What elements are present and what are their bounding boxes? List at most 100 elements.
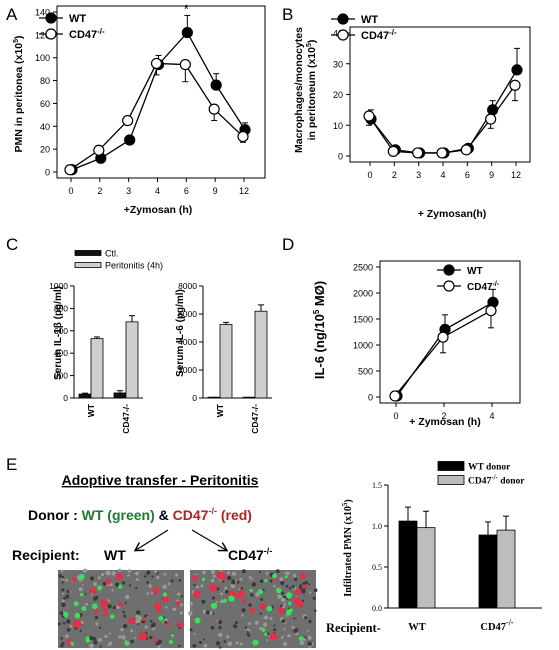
- cell-texture: [248, 603, 252, 607]
- cell-texture: [224, 589, 229, 594]
- cell-texture: [283, 603, 287, 606]
- cell-texture: [282, 595, 286, 599]
- cell-texture: [293, 617, 296, 620]
- legend-label: CD47-/-: [361, 28, 397, 42]
- cell-texture: [89, 643, 94, 648]
- cell-texture: [61, 592, 65, 595]
- data-point: [389, 390, 401, 402]
- cell-texture: [307, 583, 310, 586]
- cell-texture: [144, 575, 147, 578]
- y-tick-label: 1000: [49, 281, 68, 291]
- cell-texture: [65, 634, 69, 639]
- cell-texture: [218, 632, 223, 638]
- cell-texture: [198, 640, 202, 645]
- microscopy-image-cd47-recipient: [188, 569, 318, 649]
- cell-texture: [180, 595, 184, 598]
- donor-wt: WT (green): [82, 507, 155, 523]
- green-cell: [264, 578, 268, 583]
- y-tick-label: 800: [54, 303, 68, 313]
- y-tick-label: 80: [40, 76, 50, 86]
- red-cell: [152, 637, 158, 642]
- cell-texture: [164, 620, 168, 624]
- cell-texture: [307, 641, 313, 647]
- cell-texture: [239, 642, 243, 646]
- red-cell: [154, 602, 162, 610]
- cell-texture: [266, 639, 269, 642]
- cell-texture: [57, 622, 61, 626]
- cell-texture: [301, 588, 306, 594]
- green-cell: [74, 612, 81, 619]
- panel-letter-c: C: [6, 235, 18, 254]
- cell-texture: [161, 621, 164, 624]
- y-tick-label: 400: [54, 348, 68, 358]
- red-cell: [103, 608, 108, 613]
- plot-frame: [379, 260, 521, 404]
- bar: [416, 527, 436, 609]
- y-tick-label: 2000: [178, 365, 197, 375]
- cell-texture: [287, 634, 291, 638]
- y-tick-label: 0.0: [372, 604, 382, 613]
- red-cell: [278, 608, 285, 615]
- green-cell: [298, 636, 304, 641]
- cell-texture: [144, 614, 148, 618]
- cell-texture: [308, 619, 312, 624]
- cell-texture: [246, 633, 250, 637]
- x-tick-label: 3: [416, 170, 421, 180]
- y-tick-label: 40: [40, 122, 50, 132]
- green-cell: [201, 577, 206, 582]
- bar: [125, 321, 139, 399]
- cell-texture: [291, 585, 295, 589]
- cell-texture: [282, 605, 286, 609]
- green-cell: [249, 588, 253, 592]
- microscopy-image-wt-recipient: [57, 568, 184, 648]
- cell-texture: [146, 570, 151, 575]
- cell-texture: [304, 580, 308, 585]
- cell-texture: [226, 635, 230, 639]
- legend-marker: [337, 29, 349, 41]
- cell-texture: [273, 624, 276, 627]
- cell-texture: [280, 581, 285, 586]
- cell-texture: [260, 597, 264, 601]
- cell-texture: [135, 610, 141, 615]
- y-tick-label: 0: [63, 393, 68, 403]
- x-tick-label: 4: [440, 170, 445, 180]
- green-cell: [109, 614, 115, 619]
- cell-texture: [250, 593, 254, 597]
- x-tick-label: 6: [465, 170, 470, 180]
- cell-texture: [118, 568, 122, 572]
- cell-texture: [127, 574, 130, 577]
- data-point: [387, 145, 399, 157]
- cell-texture: [124, 601, 127, 604]
- panel-c-il6-chart: Serum IL-6 (pg/ml) 0 2000 4000 6000 8000 WT CD…: [175, 281, 272, 434]
- cell-texture: [281, 591, 285, 595]
- cell-texture: [246, 630, 249, 634]
- cell-texture: [137, 578, 140, 581]
- green-cell: [138, 616, 142, 620]
- cell-texture: [205, 610, 210, 615]
- panel-letter-b: B: [282, 5, 293, 24]
- red-cell: [216, 571, 223, 578]
- red-cell: [269, 632, 278, 641]
- cell-texture: [134, 636, 137, 639]
- red-cell: [115, 572, 123, 581]
- cell-texture: [178, 644, 181, 648]
- cell-texture: [230, 583, 236, 589]
- adoptive-transfer-schematic: Adoptive transfer - Peritonitis Donor : …: [12, 472, 318, 649]
- green-cell: [275, 587, 282, 594]
- cell-texture: [227, 641, 233, 647]
- cell-texture: [148, 584, 152, 588]
- x-tick-label: 12: [511, 170, 521, 180]
- transfer-title: Adoptive transfer - Peritonitis: [62, 472, 259, 488]
- y-tick-label: 4000: [178, 337, 197, 347]
- cell-texture: [263, 622, 268, 627]
- x-tick-label: 4: [489, 411, 494, 421]
- cell-texture: [179, 603, 183, 607]
- cell-texture: [156, 572, 159, 575]
- cell-texture: [280, 636, 284, 639]
- cell-texture: [146, 592, 150, 595]
- red-cell: [105, 578, 112, 585]
- green-cell: [284, 575, 288, 579]
- cell-texture: [154, 569, 158, 573]
- cell-texture: [156, 575, 160, 580]
- cell-texture: [193, 583, 196, 587]
